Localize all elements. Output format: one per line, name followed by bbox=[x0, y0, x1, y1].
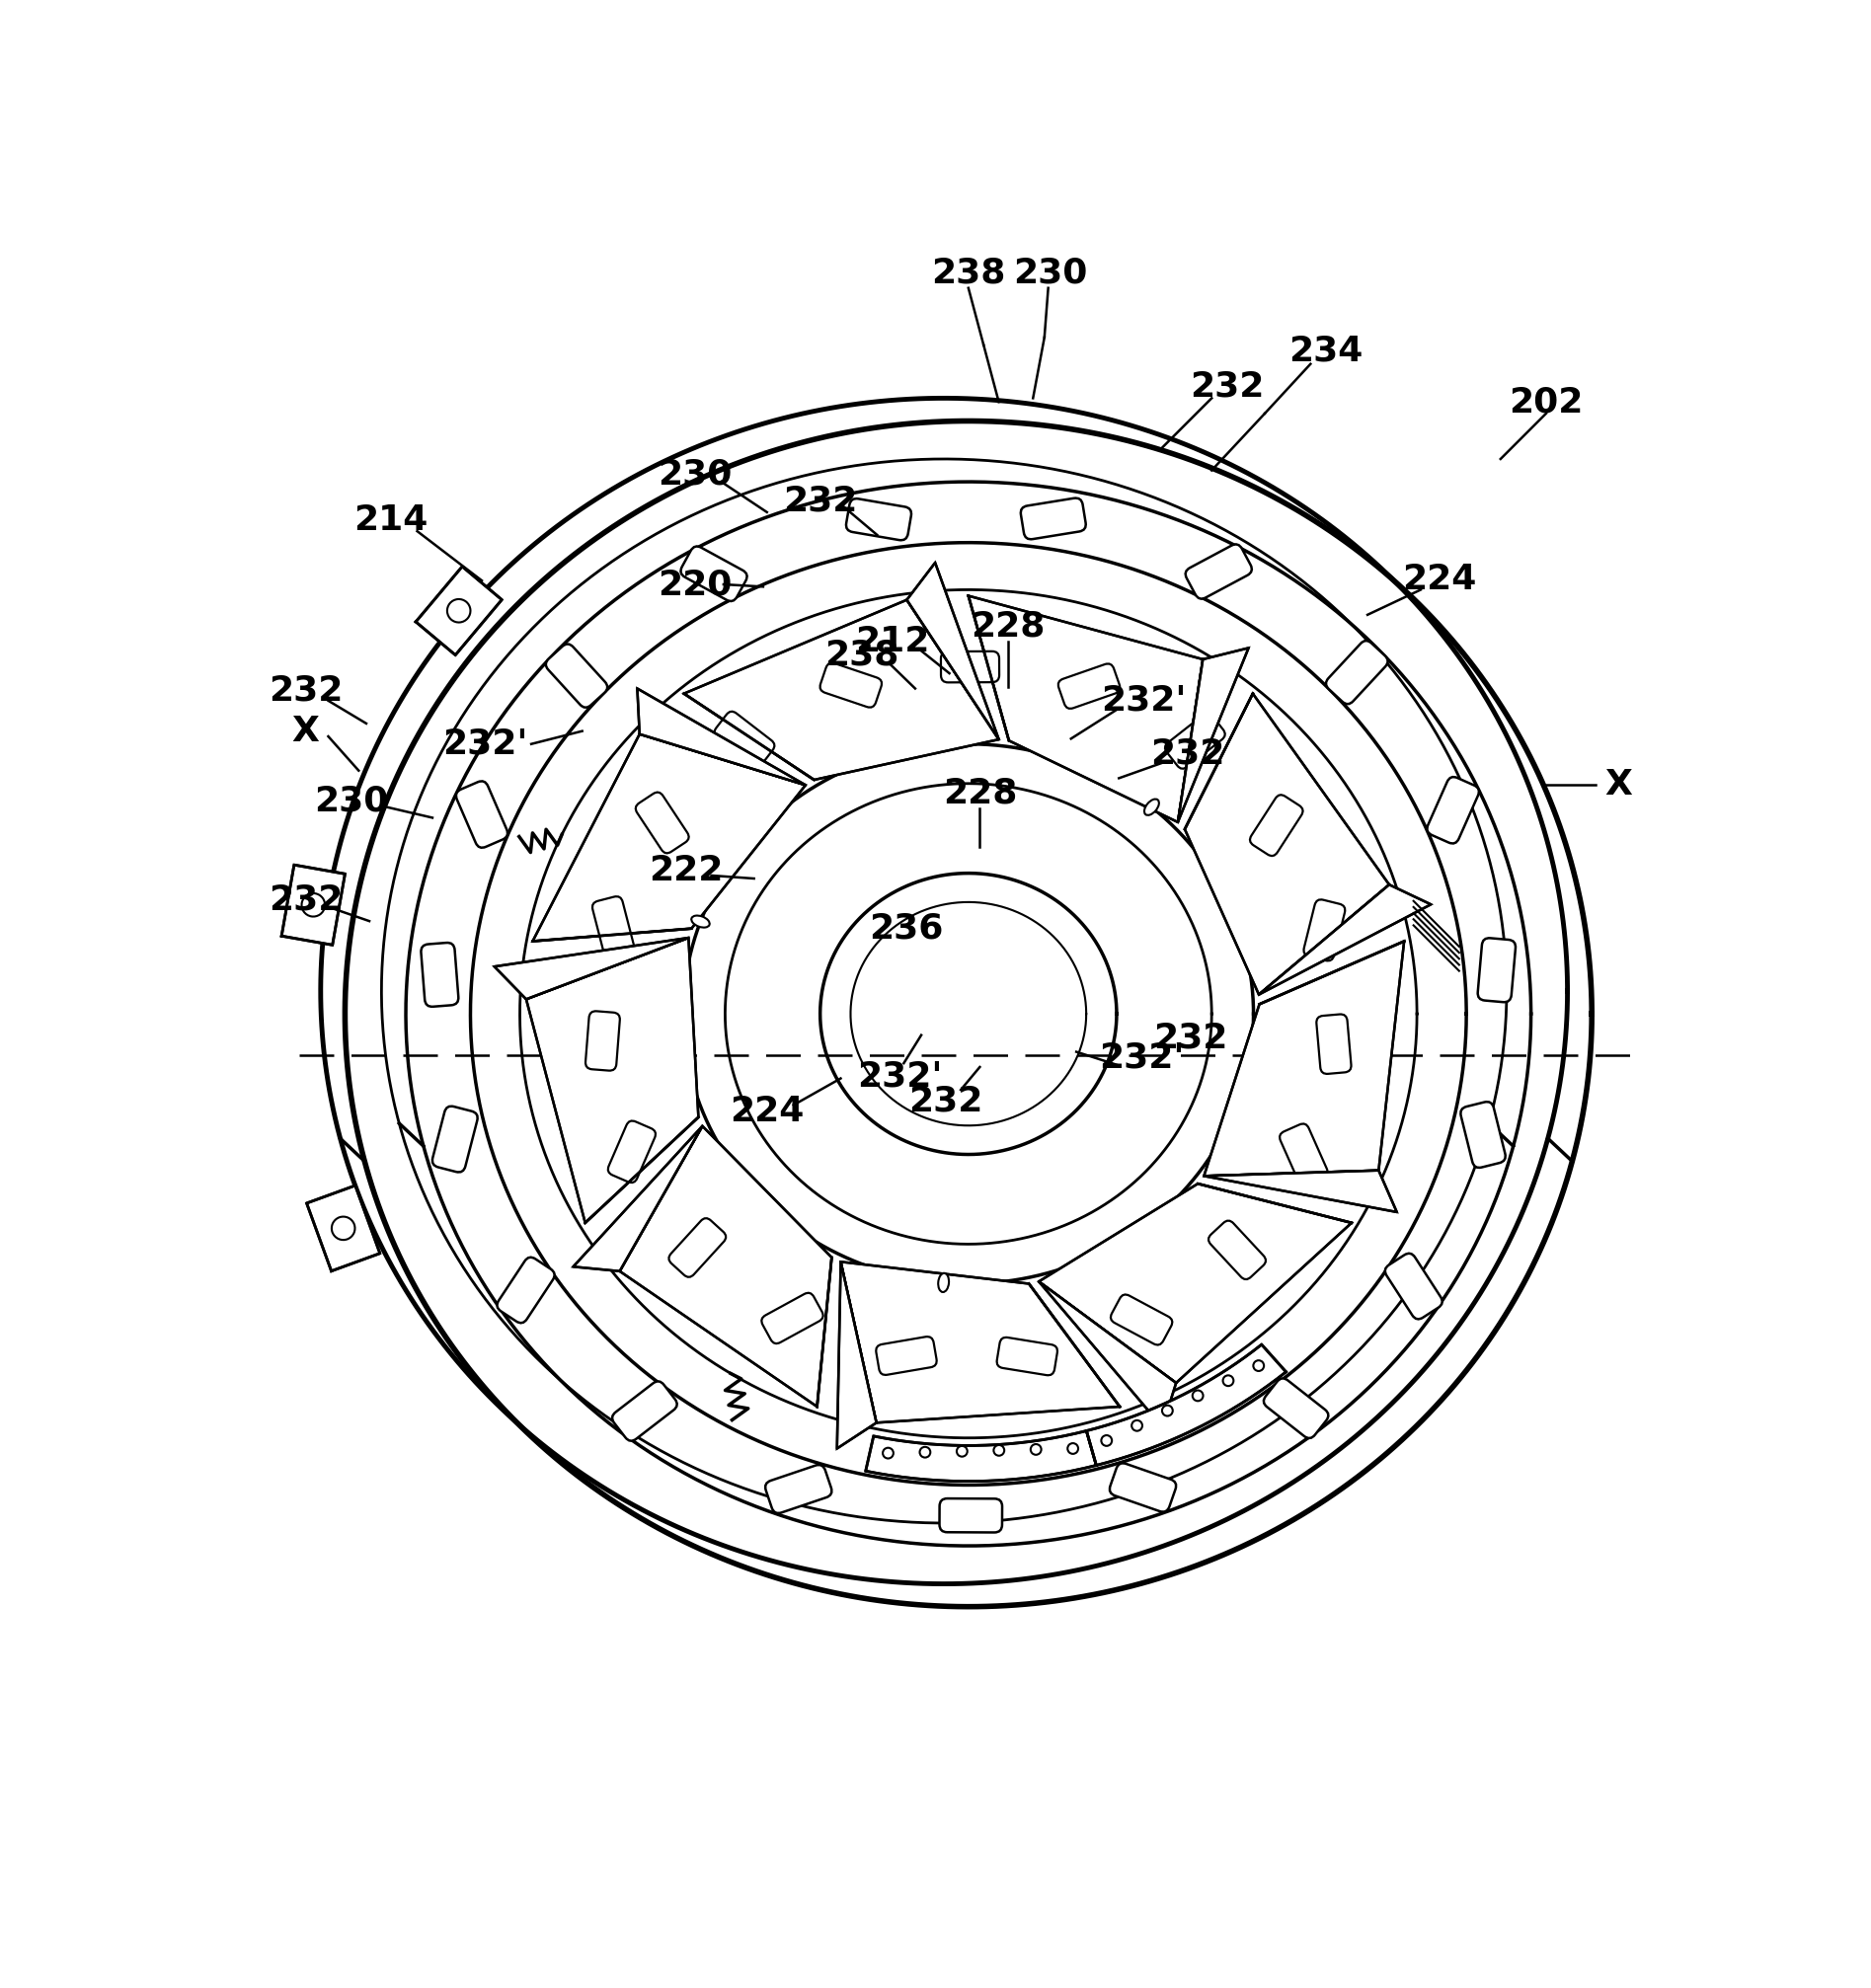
Text: 232: 232 bbox=[1151, 738, 1224, 771]
Polygon shape bbox=[685, 600, 999, 779]
FancyBboxPatch shape bbox=[1428, 777, 1478, 843]
Polygon shape bbox=[619, 1125, 833, 1408]
Text: 220: 220 bbox=[657, 569, 732, 600]
Polygon shape bbox=[415, 567, 501, 654]
Polygon shape bbox=[1038, 1282, 1177, 1427]
Polygon shape bbox=[1259, 885, 1431, 994]
FancyBboxPatch shape bbox=[681, 547, 747, 600]
Polygon shape bbox=[1184, 694, 1388, 994]
Text: 238: 238 bbox=[932, 256, 1005, 290]
Text: 234: 234 bbox=[1289, 334, 1362, 368]
FancyBboxPatch shape bbox=[668, 1219, 726, 1276]
Text: 212: 212 bbox=[855, 624, 930, 658]
Polygon shape bbox=[836, 1262, 876, 1449]
Ellipse shape bbox=[1145, 799, 1158, 815]
FancyBboxPatch shape bbox=[1327, 640, 1388, 704]
FancyBboxPatch shape bbox=[612, 1382, 677, 1441]
FancyBboxPatch shape bbox=[1209, 1221, 1267, 1280]
Polygon shape bbox=[907, 563, 999, 740]
FancyBboxPatch shape bbox=[498, 1256, 554, 1322]
Polygon shape bbox=[526, 938, 698, 1223]
Text: 232: 232 bbox=[1153, 1022, 1227, 1056]
Ellipse shape bbox=[937, 1272, 949, 1292]
FancyBboxPatch shape bbox=[1385, 1252, 1443, 1320]
Text: 232: 232 bbox=[909, 1083, 982, 1117]
Ellipse shape bbox=[301, 893, 326, 916]
FancyBboxPatch shape bbox=[765, 1465, 833, 1513]
Text: X: X bbox=[1605, 767, 1632, 801]
FancyBboxPatch shape bbox=[941, 652, 999, 682]
Polygon shape bbox=[1203, 940, 1403, 1177]
FancyBboxPatch shape bbox=[1059, 664, 1121, 708]
FancyBboxPatch shape bbox=[939, 1499, 1003, 1533]
Polygon shape bbox=[1203, 1171, 1398, 1213]
Polygon shape bbox=[281, 865, 344, 944]
FancyBboxPatch shape bbox=[1186, 545, 1252, 598]
Text: 224: 224 bbox=[1403, 563, 1476, 596]
Text: 232': 232' bbox=[443, 728, 528, 761]
FancyBboxPatch shape bbox=[1461, 1101, 1506, 1167]
Text: 232: 232 bbox=[268, 674, 342, 708]
FancyBboxPatch shape bbox=[1250, 795, 1302, 857]
FancyBboxPatch shape bbox=[1317, 1014, 1351, 1074]
FancyBboxPatch shape bbox=[715, 712, 775, 767]
FancyBboxPatch shape bbox=[586, 1012, 619, 1072]
Text: 222: 222 bbox=[649, 855, 722, 889]
FancyBboxPatch shape bbox=[846, 499, 911, 541]
FancyBboxPatch shape bbox=[1263, 1378, 1328, 1437]
Text: 232': 232' bbox=[857, 1060, 943, 1093]
FancyBboxPatch shape bbox=[593, 897, 634, 958]
FancyBboxPatch shape bbox=[608, 1121, 655, 1183]
Text: 232: 232 bbox=[268, 883, 342, 916]
Polygon shape bbox=[840, 1262, 1119, 1423]
FancyBboxPatch shape bbox=[1166, 714, 1226, 769]
FancyBboxPatch shape bbox=[432, 1105, 477, 1173]
FancyBboxPatch shape bbox=[1304, 899, 1345, 960]
FancyBboxPatch shape bbox=[421, 942, 458, 1006]
Polygon shape bbox=[969, 596, 1203, 823]
FancyBboxPatch shape bbox=[1110, 1463, 1177, 1511]
FancyBboxPatch shape bbox=[1280, 1123, 1328, 1185]
Ellipse shape bbox=[692, 916, 709, 928]
Text: 230: 230 bbox=[1014, 256, 1087, 290]
FancyBboxPatch shape bbox=[876, 1336, 937, 1376]
Text: 230: 230 bbox=[314, 783, 389, 817]
FancyBboxPatch shape bbox=[1478, 938, 1516, 1002]
Polygon shape bbox=[573, 1125, 702, 1270]
Text: 202: 202 bbox=[1510, 386, 1583, 419]
Text: 214: 214 bbox=[354, 503, 428, 537]
Polygon shape bbox=[1087, 1344, 1285, 1465]
Polygon shape bbox=[307, 1185, 380, 1270]
Polygon shape bbox=[1038, 1183, 1351, 1384]
FancyBboxPatch shape bbox=[761, 1292, 823, 1344]
Text: 232: 232 bbox=[782, 483, 857, 517]
Text: 230: 230 bbox=[657, 457, 732, 491]
Ellipse shape bbox=[447, 598, 470, 622]
Text: 228: 228 bbox=[943, 777, 1018, 811]
Text: 238: 238 bbox=[825, 638, 900, 672]
Text: 232': 232' bbox=[1100, 684, 1186, 718]
Text: 236: 236 bbox=[868, 912, 943, 946]
FancyBboxPatch shape bbox=[819, 662, 881, 708]
FancyBboxPatch shape bbox=[636, 793, 689, 853]
Polygon shape bbox=[494, 938, 689, 1000]
FancyBboxPatch shape bbox=[457, 781, 507, 847]
Polygon shape bbox=[1179, 648, 1248, 823]
Text: 232': 232' bbox=[1098, 1042, 1184, 1076]
Text: 224: 224 bbox=[730, 1093, 805, 1127]
Text: 228: 228 bbox=[971, 610, 1046, 642]
FancyBboxPatch shape bbox=[1111, 1294, 1173, 1346]
Text: 232: 232 bbox=[1190, 370, 1265, 404]
Ellipse shape bbox=[331, 1217, 355, 1241]
Polygon shape bbox=[866, 1431, 1096, 1481]
FancyBboxPatch shape bbox=[546, 644, 608, 708]
FancyBboxPatch shape bbox=[1022, 499, 1085, 539]
Polygon shape bbox=[533, 734, 806, 940]
Text: X: X bbox=[292, 714, 320, 747]
FancyBboxPatch shape bbox=[997, 1338, 1057, 1376]
Polygon shape bbox=[638, 688, 806, 785]
